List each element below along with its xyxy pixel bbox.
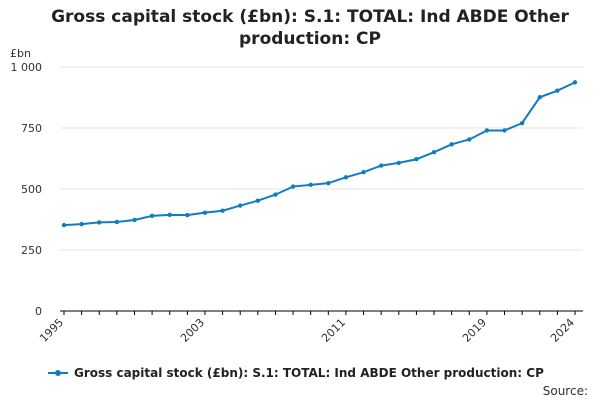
data-point [79, 221, 84, 227]
data-point [97, 220, 102, 225]
data-point [555, 88, 560, 93]
data-point [132, 217, 137, 223]
y-tick-label: 1 000 [11, 61, 43, 74]
legend: Gross capital stock (£bn): S.1: TOTAL: I… [48, 366, 544, 380]
data-point [343, 175, 349, 180]
x-tick-label: 2019 [460, 316, 489, 345]
data-point [414, 157, 419, 162]
y-tick-label: 750 [21, 122, 42, 135]
data-point [378, 163, 384, 168]
data-point [202, 210, 208, 215]
series-layer [61, 80, 578, 228]
x-tick-label: 2024 [548, 316, 577, 345]
data-point [61, 222, 67, 228]
data-point [290, 184, 296, 189]
data-point [220, 208, 225, 213]
data-point [273, 192, 278, 197]
data-point [572, 80, 578, 85]
data-point [484, 128, 490, 133]
data-point [149, 213, 155, 219]
data-point [308, 182, 313, 188]
data-point [502, 128, 507, 133]
data-point [185, 212, 190, 218]
axes: 0 250 500 750 1 000£bn 1995 2003 2011 2019 2024 [10, 47, 583, 345]
x-tick-label: 2003 [178, 316, 207, 345]
data-point [467, 137, 472, 142]
gridlines [60, 66, 583, 251]
data-point [361, 169, 366, 175]
data-point [537, 95, 542, 100]
data-point [431, 149, 437, 155]
data-point [255, 198, 261, 203]
y-tick-label: 0 [35, 305, 42, 318]
data-point [326, 180, 331, 186]
series-line [63, 81, 576, 227]
x-tick-label: 1995 [37, 316, 66, 345]
data-point [114, 219, 120, 225]
legend-marker [48, 370, 68, 376]
y-tick-label: 500 [21, 183, 42, 196]
x-tick-label: 2011 [319, 316, 348, 345]
data-point [238, 203, 243, 208]
data-point [519, 120, 525, 126]
y-axis-label: £bn [10, 47, 31, 60]
legend-label: Gross capital stock (£bn): S.1: TOTAL: I… [74, 366, 544, 380]
data-point [396, 160, 401, 166]
data-point [167, 212, 172, 218]
source-label: Source: [542, 384, 588, 398]
data-point [449, 142, 454, 147]
y-tick-label: 250 [21, 244, 42, 257]
chart-title: Gross capital stock (£bn): S.1: TOTAL: I… [51, 7, 569, 49]
